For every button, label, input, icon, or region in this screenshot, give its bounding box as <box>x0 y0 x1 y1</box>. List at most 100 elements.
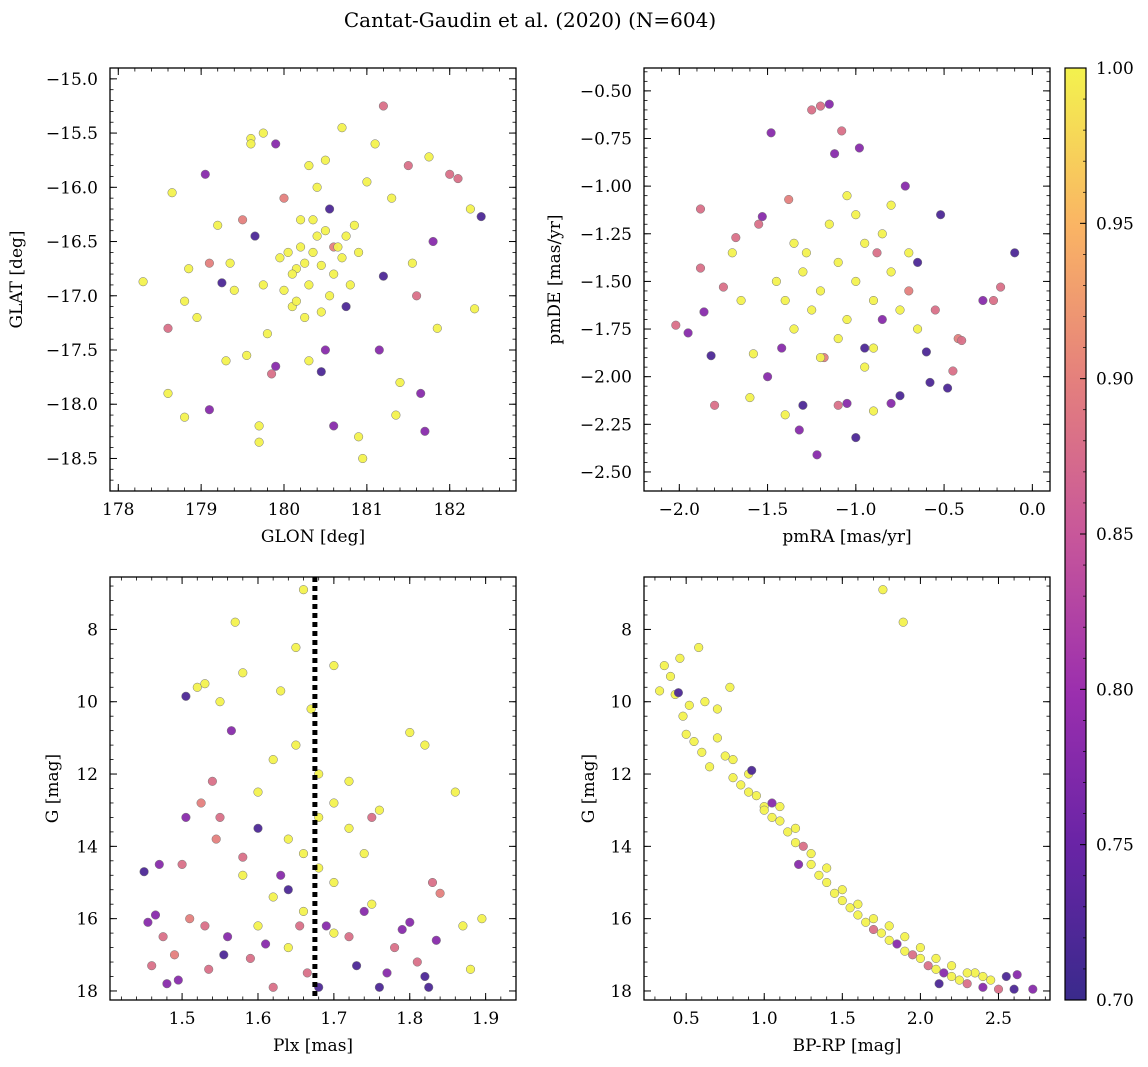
x-tick-label: 0.0 <box>1019 500 1046 520</box>
y-tick-label: 16 <box>76 910 98 930</box>
data-point <box>954 975 964 985</box>
colorbar-tick-label: 0.70 <box>1096 991 1134 1011</box>
data-point <box>341 231 351 241</box>
data-point <box>329 928 339 938</box>
colorbar-tick-label: 0.90 <box>1096 370 1134 390</box>
data-point <box>1012 970 1022 980</box>
figure-title: Cantat-Gaudin et al. (2020) (N=604) <box>344 8 716 32</box>
data-point <box>892 939 902 949</box>
data-point <box>725 682 735 692</box>
data-point <box>830 149 840 159</box>
x-tick-label: 1.5 <box>169 1009 196 1029</box>
y-tick-label: 18 <box>76 982 98 1002</box>
data-point <box>900 932 910 942</box>
y-axis-label: pmDE [mas/yr] <box>545 214 565 344</box>
data-point <box>325 204 335 214</box>
panel-color-magnitude: 0.5 1.0 1.5 2.0 2.5 8 10 12 14 16 18 BP-RP [mag] G [… <box>579 576 1051 1056</box>
data-point <box>213 220 223 230</box>
data-point <box>695 263 706 273</box>
data-point <box>337 253 347 263</box>
axes-frame <box>643 576 1051 1001</box>
data-point <box>431 935 441 945</box>
data-point <box>204 405 214 415</box>
data-point <box>1009 984 1019 994</box>
data-point <box>1028 984 1038 994</box>
data-point <box>143 917 153 927</box>
data-point <box>913 257 923 267</box>
data-point <box>246 139 256 149</box>
data-point <box>211 834 221 844</box>
data-point <box>407 258 417 268</box>
data-point <box>655 686 665 696</box>
y-tick-label: −17.0 <box>46 287 98 307</box>
data-point <box>754 219 764 229</box>
data-point <box>185 914 195 924</box>
data-point <box>886 398 896 408</box>
data-point <box>253 787 263 797</box>
data-point <box>229 285 239 295</box>
data-point <box>445 169 455 179</box>
data-point <box>675 653 685 663</box>
data-point <box>868 406 879 416</box>
data-point <box>362 177 372 187</box>
y-axis-label: GLAT [deg] <box>7 230 27 328</box>
data-point <box>287 269 297 279</box>
data-point <box>207 776 217 786</box>
data-point <box>970 968 980 978</box>
data-point <box>801 248 811 258</box>
data-point <box>678 711 688 721</box>
data-point <box>706 351 716 361</box>
x-axis-label: BP-RP [mag] <box>793 1036 902 1056</box>
data-point <box>814 870 824 880</box>
data-point <box>833 400 843 410</box>
data-point <box>878 585 888 595</box>
data-point <box>405 917 415 927</box>
data-point <box>789 238 799 248</box>
data-point <box>868 343 879 353</box>
data-point <box>1010 248 1020 258</box>
data-point <box>744 787 754 797</box>
x-tick-label: −1.5 <box>747 500 788 520</box>
y-tick-label: 10 <box>610 693 632 713</box>
data-point <box>261 939 271 949</box>
data-point <box>162 979 172 989</box>
data-point <box>382 968 392 978</box>
data-point <box>837 126 847 136</box>
data-point <box>354 247 364 257</box>
data-point <box>181 691 191 701</box>
data-point <box>200 169 210 179</box>
data-point <box>424 152 434 162</box>
data-point <box>731 233 741 243</box>
data-point <box>789 324 799 334</box>
data-point <box>316 367 326 377</box>
data-point <box>352 961 362 971</box>
data-point <box>934 979 944 989</box>
data-point <box>405 727 415 738</box>
data-point <box>345 280 355 290</box>
data-point <box>276 870 286 880</box>
data-point <box>465 204 475 214</box>
data-point <box>851 276 861 286</box>
colorbar-tick-label: 1.00 <box>1096 59 1134 79</box>
data-point <box>465 964 476 974</box>
data-point <box>300 312 310 323</box>
data-point <box>374 345 384 355</box>
y-tick-label: 8 <box>621 620 632 640</box>
data-point <box>470 304 480 314</box>
data-point <box>720 751 730 761</box>
data-point <box>329 798 339 808</box>
data-point <box>238 852 248 862</box>
data-point <box>158 932 168 942</box>
x-tick-label: 1.9 <box>472 1009 499 1029</box>
data-point <box>759 805 769 815</box>
data-point <box>886 267 896 277</box>
data-point <box>829 888 840 898</box>
data-point <box>302 968 312 978</box>
data-point <box>477 914 487 924</box>
data-point <box>298 849 309 859</box>
data-point <box>851 433 861 443</box>
data-point <box>296 242 306 252</box>
data-point <box>412 957 422 967</box>
data-point <box>291 296 301 306</box>
y-tick-label: −1.25 <box>580 225 632 245</box>
